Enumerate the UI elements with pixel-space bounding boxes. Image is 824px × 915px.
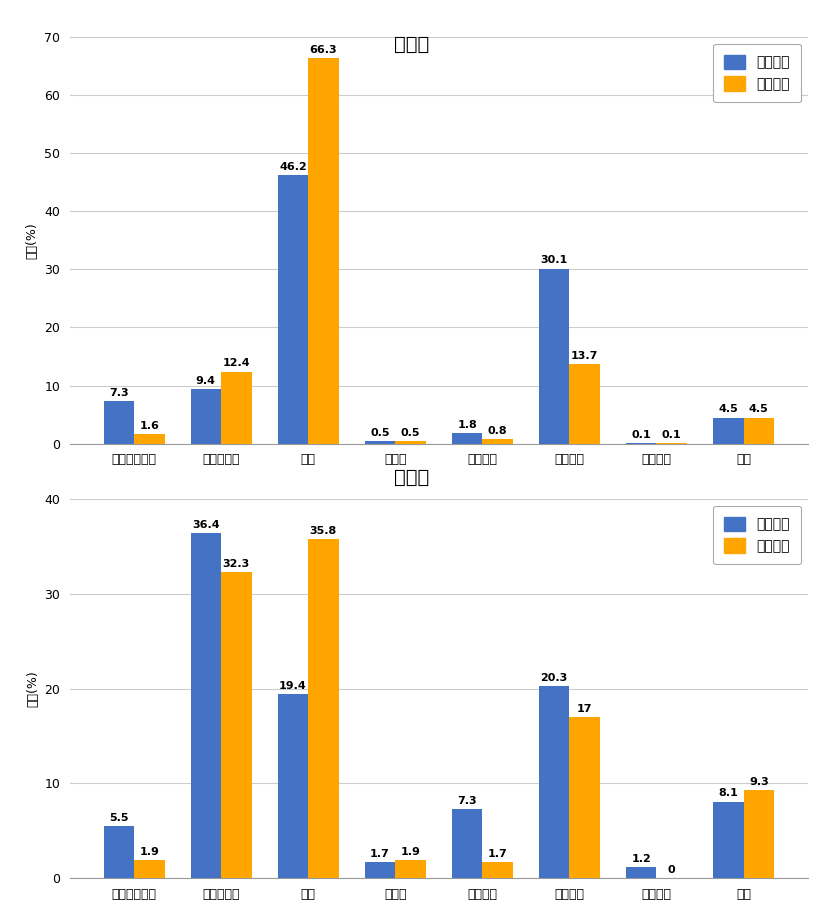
Bar [743,791,774,878]
Bar [104,826,134,878]
Text: 7.3: 7.3 [457,796,477,806]
Bar [365,862,396,878]
Bar [452,809,482,878]
Bar [278,175,308,444]
Text: 5.5: 5.5 [109,813,129,824]
Text: 36.4: 36.4 [192,520,220,530]
Text: 1.6: 1.6 [139,421,159,431]
Text: 4.5: 4.5 [719,404,738,414]
Text: 4.5: 4.5 [749,404,769,414]
Legend: 단일과제, 융합과제: 단일과제, 융합과제 [713,506,801,565]
Text: 30.1: 30.1 [541,255,568,265]
Text: 8.1: 8.1 [719,789,738,799]
Text: 1.8: 1.8 [457,420,477,430]
Bar [134,860,165,878]
Text: 0.8: 0.8 [488,425,508,436]
Text: 1.7: 1.7 [488,849,508,859]
Bar [452,434,482,444]
Bar [743,417,774,444]
Text: 9.4: 9.4 [196,376,216,386]
Text: 35.8: 35.8 [310,525,337,535]
Text: 12.4: 12.4 [222,359,250,369]
Bar [221,572,251,878]
Text: 0.1: 0.1 [662,430,681,440]
Text: 0.1: 0.1 [631,430,651,440]
Bar [569,717,600,878]
Bar [221,371,251,444]
Bar [308,539,339,878]
Bar [626,867,657,878]
Bar [396,441,426,444]
Bar [539,269,569,444]
Text: 1.2: 1.2 [631,854,651,864]
Bar [713,802,743,878]
Bar [569,364,600,444]
Bar [278,694,308,878]
Text: 32.3: 32.3 [222,559,250,569]
Bar [134,435,165,444]
Bar [365,441,396,444]
Text: 46.2: 46.2 [279,162,307,172]
Text: 7.3: 7.3 [109,388,129,398]
Text: 1.7: 1.7 [370,849,390,859]
Legend: 단일과제, 융합과제: 단일과제, 융합과제 [713,44,801,102]
Text: 0: 0 [668,866,676,876]
Text: 19.4: 19.4 [279,681,307,691]
Bar [104,402,134,444]
Text: 17: 17 [577,704,592,714]
Text: 0.5: 0.5 [370,427,390,437]
Text: 투자액: 투자액 [395,468,429,487]
Y-axis label: 비중(%): 비중(%) [26,670,39,707]
Text: 9.3: 9.3 [749,777,769,787]
Text: 66.3: 66.3 [310,45,337,55]
Y-axis label: 비중(%): 비중(%) [26,221,39,259]
Bar [713,417,743,444]
Bar [396,860,426,878]
Text: 과제수: 과제수 [395,36,429,54]
Text: 20.3: 20.3 [541,673,568,683]
Bar [308,59,339,444]
Text: 1.9: 1.9 [400,847,420,857]
Text: 13.7: 13.7 [571,350,598,361]
Text: 1.9: 1.9 [139,847,159,857]
Bar [190,533,221,878]
Text: 0.5: 0.5 [400,427,420,437]
Bar [539,685,569,878]
Bar [482,439,513,444]
Bar [190,389,221,444]
Bar [482,862,513,878]
